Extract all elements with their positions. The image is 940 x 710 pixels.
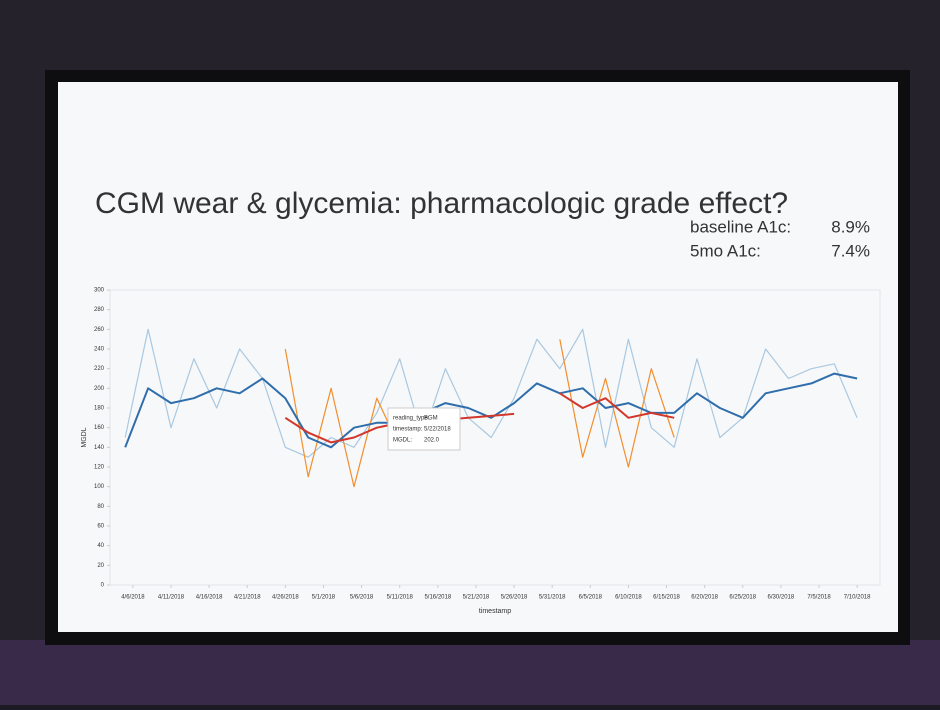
y-axis-label: MGDL [81, 427, 88, 447]
x-tick-label: 4/16/2018 [196, 595, 223, 601]
x-tick-label: 4/6/2018 [121, 595, 145, 601]
slide-title: CGM wear & glycemia: pharmacologic grade… [95, 187, 788, 220]
tooltip-label: timestamp: [393, 427, 423, 433]
x-tick-label: 6/5/2018 [579, 595, 603, 601]
x-tick-label: 4/11/2018 [158, 595, 185, 601]
slide [58, 82, 898, 632]
y-tick-label: 80 [97, 504, 104, 510]
annotation-value: 7.4% [831, 241, 870, 260]
y-tick-label: 300 [94, 288, 105, 294]
x-tick-label: 6/15/2018 [653, 595, 680, 601]
y-tick-label: 20 [97, 563, 104, 569]
y-tick-label: 60 [97, 524, 104, 530]
x-tick-label: 5/21/2018 [463, 595, 490, 601]
y-tick-label: 220 [94, 366, 105, 372]
x-tick-label: 5/16/2018 [424, 595, 451, 601]
y-tick-label: 160 [94, 425, 105, 431]
y-tick-label: 280 [94, 307, 105, 313]
y-tick-label: 100 [94, 484, 105, 490]
y-tick-label: 200 [94, 386, 105, 392]
series-line [124, 328, 858, 458]
y-tick-label: 260 [94, 327, 105, 333]
x-tick-label: 6/25/2018 [729, 595, 756, 601]
x-tick-label: 6/10/2018 [615, 595, 642, 601]
y-tick-label: 180 [94, 406, 105, 412]
y-tick-label: 240 [94, 347, 105, 353]
tooltip-label: reading_type: [393, 416, 430, 422]
x-tick-label: 5/31/2018 [539, 595, 566, 601]
x-tick-label: 5/1/2018 [312, 595, 336, 601]
tooltip-value: BGM [424, 416, 438, 422]
x-tick-label: 5/26/2018 [501, 595, 528, 601]
x-tick-label: 6/30/2018 [768, 595, 795, 601]
x-tick-label: 4/26/2018 [272, 595, 299, 601]
y-tick-label: 140 [94, 445, 105, 451]
tooltip-box [387, 407, 461, 451]
x-tick-label: 5/6/2018 [350, 595, 374, 601]
x-tick-label: 4/21/2018 [234, 595, 261, 601]
x-tick-label: 6/20/2018 [691, 595, 718, 601]
annotation-label: 5mo A1c: [690, 241, 761, 260]
x-axis-label: timestamp [479, 608, 511, 615]
x-tick-label: 5/11/2018 [387, 595, 414, 601]
series-line [124, 372, 858, 449]
annotation-value: 8.9% [831, 217, 870, 236]
tooltip-label: MGDL: [393, 438, 412, 444]
annotation-label: baseline A1c: [690, 217, 791, 236]
plot-frame [109, 289, 881, 586]
x-tick-label: 7/10/2018 [844, 595, 871, 601]
tooltip-value: 202.0 [424, 438, 440, 444]
tooltip-value: 5/22/2018 [424, 427, 451, 433]
floor-light [0, 640, 940, 705]
x-tick-label: 7/5/2018 [807, 595, 831, 601]
y-tick-label: 0 [101, 583, 105, 589]
y-tick-label: 40 [97, 543, 104, 549]
y-tick-label: 120 [94, 465, 105, 471]
